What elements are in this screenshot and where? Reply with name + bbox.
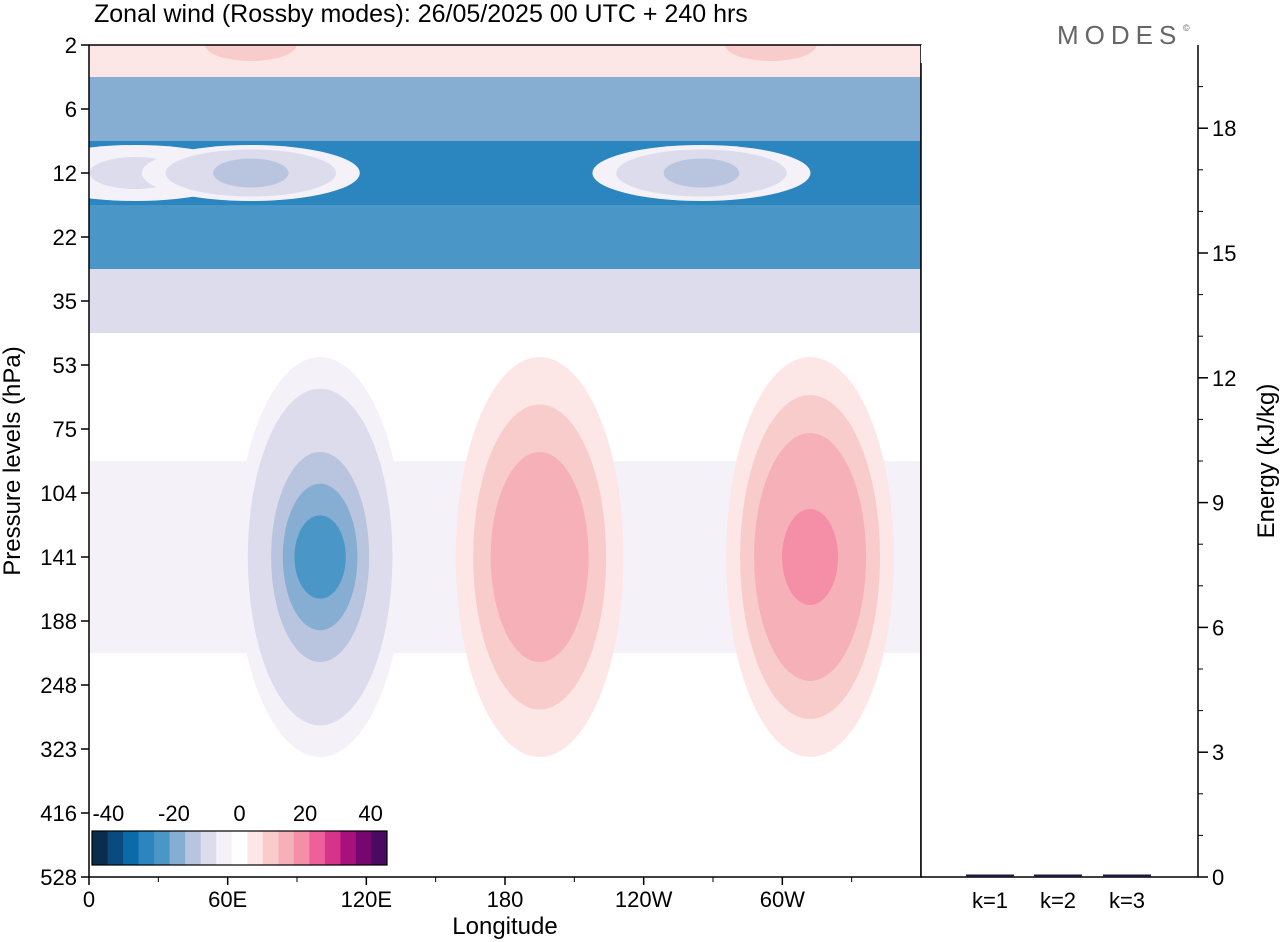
wind-band-35 bbox=[89, 269, 921, 333]
pressure-tick-label: 35 bbox=[53, 289, 77, 314]
energy-bars: k=1 k=2 k=3 bbox=[966, 874, 1151, 913]
wind-extremum-3 bbox=[726, 357, 895, 757]
colorbar-tick-label: -40 bbox=[92, 801, 124, 826]
longitude-tick-label: 120W bbox=[615, 887, 673, 912]
energy-tick-label: 15 bbox=[1212, 241, 1236, 266]
wind-extremum-2 bbox=[455, 357, 624, 757]
colorbar-swatch bbox=[324, 831, 341, 865]
energy-tick-label: 18 bbox=[1212, 116, 1236, 141]
energy-category-label: k=2 bbox=[1040, 888, 1076, 913]
colorbar-swatch bbox=[309, 831, 326, 865]
colorbar-swatch bbox=[107, 831, 124, 865]
pressure-tick-label: 188 bbox=[40, 609, 77, 634]
pressure-tick-label: 2 bbox=[65, 33, 77, 58]
x-axis-label: Longitude bbox=[452, 913, 557, 940]
energy-axis: 0 3 6 9 12 15 18 bbox=[1198, 86, 1236, 890]
y-axis-label: Pressure levels (hPa) bbox=[0, 346, 26, 575]
colorbar-swatch bbox=[185, 831, 202, 865]
pressure-tick-label: 248 bbox=[40, 673, 77, 698]
wind-field bbox=[89, 45, 921, 877]
wind-extremum-ring bbox=[294, 515, 346, 599]
wind-extremum-7 bbox=[141, 45, 360, 73]
wind-band-22 bbox=[89, 205, 921, 269]
pressure-tick-label: 528 bbox=[40, 865, 77, 890]
colorbar-tick-label: -20 bbox=[158, 801, 190, 826]
longitude-tick-label: 120E bbox=[341, 887, 392, 912]
energy-panel-bg bbox=[921, 45, 1198, 877]
colorbar-swatch bbox=[247, 831, 264, 865]
energy-axis-label: Energy (kJ/kg) bbox=[1253, 384, 1280, 539]
energy-tick-label: 3 bbox=[1212, 740, 1224, 765]
brand-mark: © bbox=[1183, 23, 1190, 33]
pressure-tick-label: 6 bbox=[65, 97, 77, 122]
colorbar-swatch bbox=[92, 831, 109, 865]
pressure-tick-label: 323 bbox=[40, 737, 77, 762]
wind-band-6 bbox=[89, 77, 921, 141]
wind-extremum-6 bbox=[592, 145, 811, 201]
pressure-tick-label: 141 bbox=[40, 545, 77, 570]
wind-extremum-ring bbox=[663, 158, 740, 188]
colorbar-swatch bbox=[200, 831, 217, 865]
longitude-tick-label: 0 bbox=[83, 887, 95, 912]
energy-tick-label: 9 bbox=[1212, 491, 1224, 516]
colorbar-swatch bbox=[154, 831, 171, 865]
wind-extremum-ring bbox=[213, 158, 289, 188]
colorbar-swatch bbox=[278, 831, 295, 865]
colorbar-swatch bbox=[340, 831, 357, 865]
wind-extremum-5 bbox=[141, 145, 360, 201]
energy-bar-k=1 bbox=[966, 874, 1014, 877]
energy-bar-k=3 bbox=[1103, 874, 1151, 877]
wind-extrema bbox=[89, 45, 895, 757]
colorbar-tick-label: 0 bbox=[233, 801, 245, 826]
colorbar-swatch bbox=[169, 831, 186, 865]
energy-category-label: k=3 bbox=[1109, 888, 1145, 913]
wind-extremum-1 bbox=[236, 357, 405, 757]
colorbar-frame bbox=[91, 830, 388, 866]
colorbar-swatch bbox=[138, 831, 155, 865]
pressure-tick-label: 22 bbox=[53, 225, 77, 250]
longitude-tick-label: 60W bbox=[760, 887, 805, 912]
energy-tick-label: 0 bbox=[1212, 865, 1224, 890]
colorbar-swatch bbox=[216, 831, 233, 865]
wind-extremum-ring bbox=[205, 45, 297, 61]
energy-category-label: k=1 bbox=[972, 888, 1008, 913]
longitude-axis: 0 60E 120E 180 120W 60W bbox=[83, 877, 853, 912]
colorbar-tick-label: 20 bbox=[293, 801, 317, 826]
energy-tick-label: 6 bbox=[1212, 615, 1224, 640]
wind-extremum-8 bbox=[661, 45, 880, 73]
colorbar-swatch bbox=[355, 831, 372, 865]
wind-extremum-ring bbox=[725, 45, 817, 61]
pressure-tick-label: 75 bbox=[53, 417, 77, 442]
pressure-axis: 2 6 12 22 35 53 75 104 141 188 248 323 416 528 bbox=[40, 33, 89, 890]
colorbar: -40 -20 0 20 40 bbox=[91, 801, 388, 866]
colorbar-tick-label: 40 bbox=[358, 801, 382, 826]
longitude-tick-label: 60E bbox=[208, 887, 247, 912]
energy-bar-k=2 bbox=[1034, 874, 1082, 877]
chart-title: Zonal wind (Rossby modes): 26/05/2025 00… bbox=[94, 0, 748, 28]
wind-extremum-ring bbox=[508, 499, 572, 615]
pressure-tick-label: 53 bbox=[53, 353, 77, 378]
colorbar-swatch bbox=[123, 831, 140, 865]
wind-extremum-ring bbox=[782, 509, 839, 605]
pressure-tick-label: 104 bbox=[40, 481, 77, 506]
colorbar-swatch bbox=[262, 831, 279, 865]
energy-tick-label: 12 bbox=[1212, 366, 1236, 391]
colorbar-swatch bbox=[293, 831, 310, 865]
longitude-tick-label: 180 bbox=[487, 887, 524, 912]
colorbar-swatch bbox=[231, 831, 248, 865]
pressure-tick-label: 12 bbox=[53, 161, 77, 186]
pressure-tick-label: 416 bbox=[40, 801, 77, 826]
colorbar-swatch bbox=[371, 831, 388, 865]
